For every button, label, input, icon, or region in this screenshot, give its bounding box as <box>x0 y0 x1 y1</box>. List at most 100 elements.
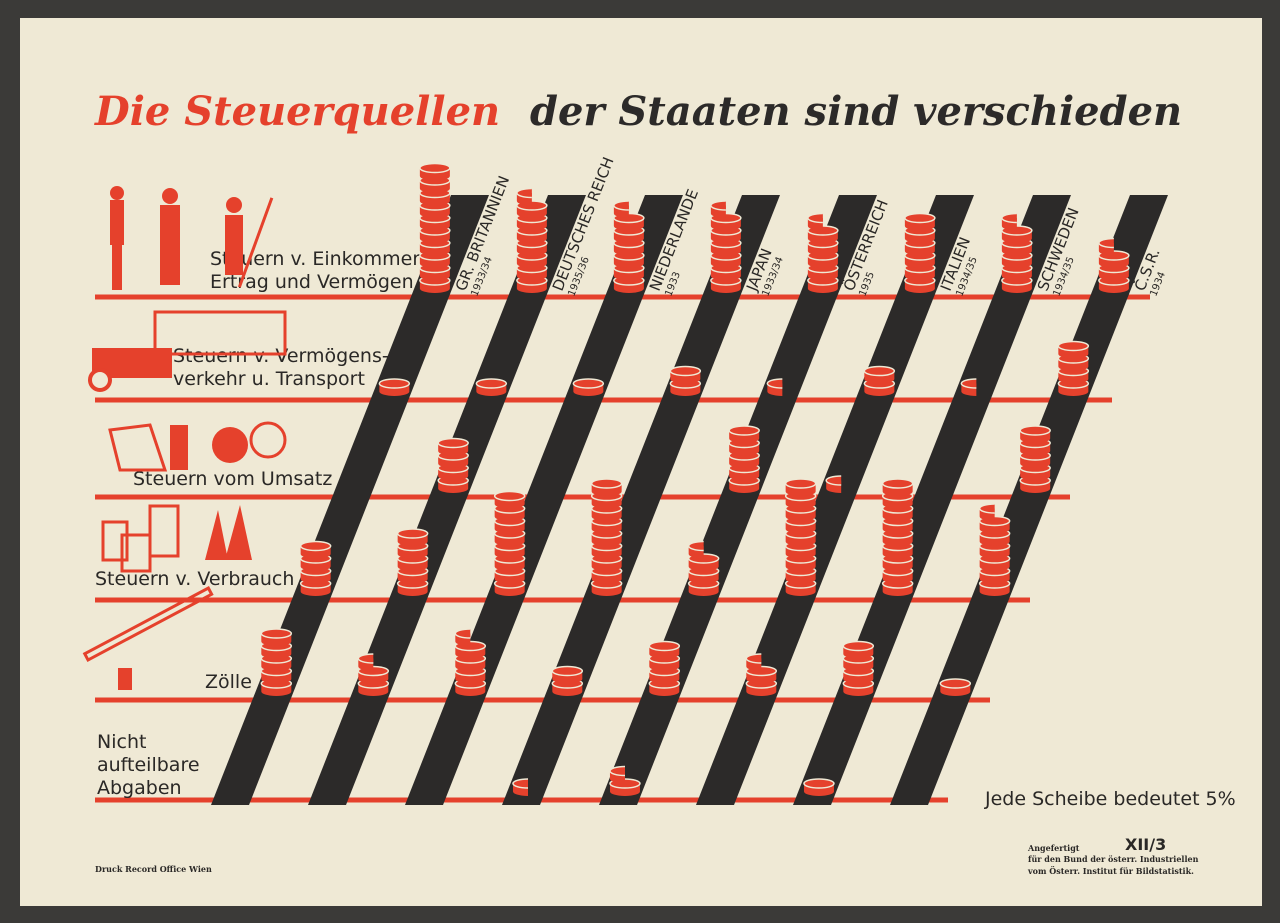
disc-stack <box>1019 425 1051 493</box>
disc-top <box>745 653 762 664</box>
credit: Angefertigt <box>1027 843 1080 853</box>
row-label: Steuern v. Einkommen, <box>210 248 430 270</box>
disc-stack <box>299 540 332 596</box>
partial-disc <box>512 778 528 796</box>
disc-top <box>1019 425 1051 436</box>
disc-stack <box>1057 340 1090 396</box>
row-line <box>95 697 990 703</box>
disc-stack <box>613 200 645 293</box>
icon-record <box>249 421 287 459</box>
disc-top <box>609 765 625 777</box>
disc-top <box>454 628 471 639</box>
row-label: Abgaben <box>97 777 182 799</box>
disc-stack <box>357 653 390 696</box>
disc-stack <box>516 187 548 293</box>
credit: vom Österr. Institut für Bildstatistik. <box>1027 866 1194 876</box>
disc-stack <box>669 365 702 396</box>
disc-top <box>807 212 823 224</box>
disc-top <box>825 475 842 486</box>
disc-top <box>512 778 528 789</box>
disc-top <box>299 540 332 552</box>
country-bar <box>696 195 974 805</box>
icon-worker <box>110 200 124 245</box>
icon-barrel <box>101 520 129 562</box>
disc-top <box>1057 340 1090 352</box>
row-line <box>95 397 1112 403</box>
disc-top <box>904 212 936 224</box>
disc-stack <box>960 378 977 396</box>
disc-top <box>784 478 817 489</box>
disc-top <box>669 365 702 377</box>
disc-top <box>1001 212 1017 224</box>
partial-disc <box>613 200 629 218</box>
disc-stack <box>475 378 508 396</box>
disc-top <box>437 437 469 449</box>
disc-top <box>572 378 605 389</box>
disc-top <box>978 503 995 514</box>
disc-stack <box>710 200 742 293</box>
disc-stack <box>419 162 451 293</box>
partial-disc <box>454 628 471 646</box>
disc-stack <box>590 478 623 596</box>
printer: Druck Record Office Wien <box>95 864 212 874</box>
icon-businessman <box>160 205 180 285</box>
partial-disc <box>825 475 842 493</box>
credit: für den Bund der österr. Industriellen <box>1028 854 1199 864</box>
disc-top <box>475 378 508 389</box>
disc-top <box>493 490 526 502</box>
partial-disc <box>1098 237 1114 256</box>
disc-top <box>260 628 293 639</box>
disc-stack <box>842 640 875 696</box>
icon-barrier <box>82 586 214 663</box>
disc-stack <box>454 628 487 696</box>
disc-stack <box>784 478 817 596</box>
icon-scythe <box>237 197 274 288</box>
row-label: Nicht <box>97 731 146 753</box>
partial-disc <box>609 765 625 784</box>
disc-top <box>378 378 411 389</box>
stacks <box>260 162 1130 796</box>
partial-disc <box>960 378 977 396</box>
disc-stack <box>648 640 681 696</box>
country-bar <box>308 195 586 805</box>
disc-stack <box>766 378 783 396</box>
disc-stack <box>512 778 528 796</box>
disc-top <box>960 378 977 389</box>
row-line <box>95 597 1030 603</box>
disc-stack <box>745 653 778 696</box>
row-label: Steuern v. Verbrauch <box>95 568 294 590</box>
row-label: aufteilbare <box>97 754 200 776</box>
row-label: Steuern vom Umsatz <box>133 468 332 490</box>
icon-businessman-head <box>162 188 178 204</box>
country-bar <box>890 195 1168 805</box>
disc-stack <box>807 212 839 293</box>
disc-top <box>863 365 896 377</box>
partial-disc <box>516 187 532 206</box>
partial-disc <box>357 653 374 671</box>
disc-top <box>357 653 374 664</box>
icon-farmer-head <box>226 197 242 213</box>
disc-top <box>516 187 532 199</box>
icon-sweater <box>108 423 168 472</box>
disc-top <box>590 478 623 489</box>
disc-top <box>551 665 584 677</box>
country-bar <box>502 195 780 805</box>
title: Die Steuerquellen <box>94 88 500 135</box>
disc-stack <box>378 378 411 396</box>
disc-stack <box>1098 237 1130 293</box>
partial-disc <box>687 540 704 559</box>
icon-cheese <box>212 427 248 463</box>
row-line <box>95 494 1070 500</box>
row-label: Steuern v. Vermögens- <box>173 345 389 367</box>
disc-top <box>939 678 972 689</box>
partial-disc <box>978 503 995 521</box>
icon-building <box>153 310 287 356</box>
disc-top <box>766 378 783 389</box>
row-label: verkehr u. Transport <box>173 368 365 390</box>
subtitle: der Staaten sind verschieden <box>530 88 1182 135</box>
disc-top <box>396 528 429 539</box>
disc-stack <box>803 778 835 796</box>
disc-top <box>710 200 726 211</box>
disc-stack <box>609 765 641 796</box>
disc-stack <box>493 490 526 596</box>
